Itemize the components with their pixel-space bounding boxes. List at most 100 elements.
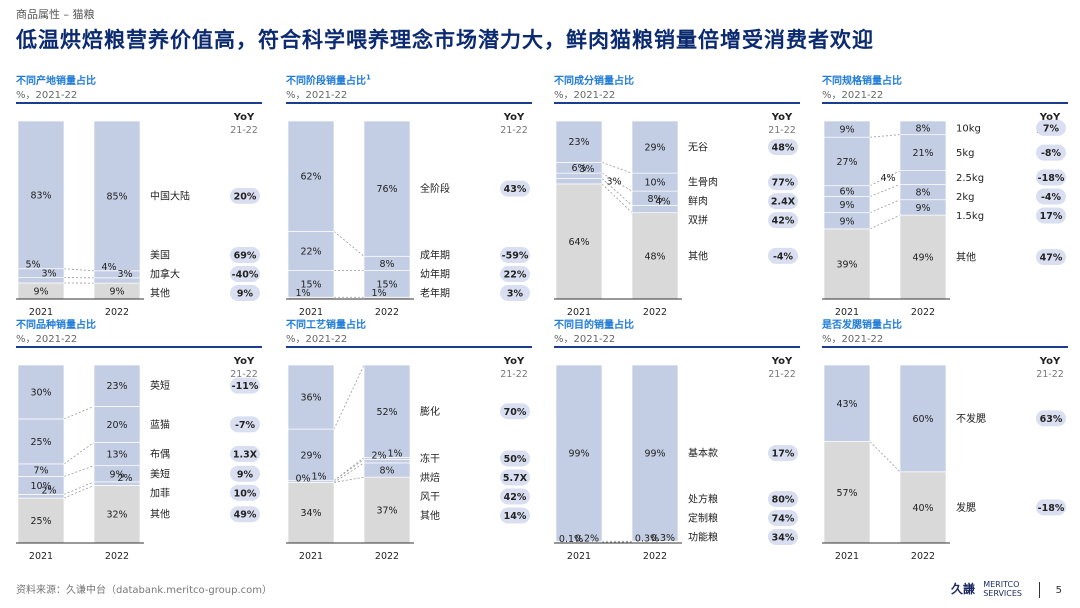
value-label: 6% (839, 187, 854, 198)
chart-rule (822, 346, 1068, 348)
year-label: 2022 (375, 307, 399, 318)
category-label: 加菲 (150, 487, 170, 499)
bar-segment (287, 120, 335, 232)
chart-rule (16, 346, 262, 348)
chart-title: 是否发腮销量占比 (822, 320, 902, 331)
category-label: 老年期 (420, 287, 450, 300)
chart-panel-1: 不同产地销量占比 %，2021-22 9% 3% 5% 83% 9% 3% 4% 85% 2021 2… (16, 72, 266, 318)
value-label: 85% (106, 191, 127, 202)
bar-segment (899, 170, 947, 185)
connector-line (869, 183, 901, 197)
category-label: 英短 (150, 379, 170, 392)
chart-subtitle: %，2021-22 (286, 90, 348, 101)
year-label: 2021 (567, 551, 591, 562)
category-label: 2.5kg (956, 173, 984, 184)
connector-line (333, 457, 365, 482)
bar-segment (899, 120, 947, 136)
bar-segment (287, 428, 335, 482)
yoy-header: YoY (1039, 112, 1061, 123)
category-label: 幼年期 (420, 268, 450, 281)
chart-panel-4: 不同规格销量占比 %，2021-22 39% 9% 9% 6% 27% 9% 49% 9% 8% 4%… (822, 72, 1072, 318)
connector-line (63, 485, 95, 499)
value-label: 3% (41, 269, 56, 280)
chart-panel-5: 不同品种销量占比 %，2021-22 25% 2% 10% 7% 25% 30% 32% 2% 9%… (16, 316, 266, 562)
year-label: 2021 (299, 551, 323, 562)
yoy-badge (230, 484, 260, 501)
yoy-badge (1036, 144, 1066, 161)
bar-segment (287, 364, 335, 430)
value-label: 57% (836, 488, 857, 499)
category-label: 其他 (688, 249, 708, 262)
yoy-badge (1036, 499, 1066, 516)
year-label: 2021 (29, 307, 53, 318)
value-label: 1% (371, 288, 386, 299)
chart-svg: 1%15%22%62%1%15%8%76%2021 2022YoY21-22全阶段… (286, 112, 530, 318)
value-label: 0% (295, 473, 310, 484)
year-label: 2021 (29, 551, 53, 562)
value-label: 29% (300, 450, 321, 461)
value-label: 9% (839, 216, 854, 227)
yoy-value: 69% (234, 251, 257, 262)
category-label: 不发腮 (956, 412, 986, 425)
year-label: 2022 (911, 551, 935, 562)
value-label: 25% (30, 516, 51, 527)
yoy-badge (500, 180, 530, 197)
bar-segment (17, 120, 65, 270)
chart-subtitle: %，2021-22 (286, 334, 348, 345)
category-label: 布偶 (150, 448, 170, 461)
year-label: 2021 (567, 307, 591, 318)
bar-segment (287, 482, 335, 544)
value-label: 10% (30, 481, 51, 492)
chart-title: 不同产地销量占比 (16, 76, 96, 87)
year-label: 2022 (911, 307, 935, 318)
connector-line (869, 199, 901, 214)
yoy-badge (500, 507, 530, 524)
chart-subtitle: %，2021-22 (822, 90, 884, 101)
yoy-value: -59% (502, 251, 529, 262)
chart-rule (554, 346, 800, 348)
yoy-value: -4% (773, 251, 794, 262)
category-label: 蓝猫 (150, 418, 170, 431)
value-label: 13% (106, 450, 127, 461)
bar-segment (823, 120, 871, 138)
connector-line (869, 214, 901, 230)
year-label: 2022 (105, 307, 129, 318)
yoy-badge (1036, 169, 1066, 186)
yoy-badge (230, 377, 260, 394)
value-label: 30% (30, 387, 51, 398)
chart-title-footnote: 1 (366, 73, 371, 82)
category-label: 处方粮 (688, 493, 718, 506)
chart-rule (16, 102, 262, 104)
bar-segment (363, 364, 411, 458)
yoy-value: 74% (772, 514, 795, 525)
yoy-badge (230, 266, 260, 282)
value-label: 15% (376, 279, 397, 290)
category-label: 鲜肉 (688, 195, 708, 208)
year-label: 2022 (105, 551, 129, 562)
yoy-badge (1036, 410, 1066, 427)
yoy-badge (768, 510, 798, 526)
bar-segment (899, 214, 947, 300)
value-label: 0.2% (575, 533, 599, 544)
yoy-badge (1036, 188, 1066, 205)
category-label: 其他 (420, 509, 440, 522)
value-label: 0.3% (635, 533, 659, 544)
chart-svg: 34%1%0%29%36%37%8%2% 1%52%2021 2022YoY21-2… (286, 356, 530, 562)
yoy-value: -18% (1038, 503, 1065, 514)
yoy-value: 47% (1040, 253, 1063, 264)
yoy-value: -7% (235, 420, 256, 431)
category-label: 5kg (956, 148, 975, 159)
category-label: 1.5kg (956, 211, 984, 222)
category-label: 美国 (150, 249, 170, 262)
yoy-value: 17% (772, 449, 795, 460)
bar-segment (555, 120, 603, 163)
chart-svg: 25%2%10%7%25%30%32%2%9%13%20%23%2021 2022… (16, 356, 260, 562)
value-label: 15% (300, 279, 321, 290)
connector-line (333, 364, 365, 430)
yoy-badge (500, 450, 530, 467)
yoy-value: 70% (504, 407, 527, 418)
category-label: 2kg (956, 192, 975, 203)
chart-subtitle: %，2021-22 (554, 90, 616, 101)
category-label: 无谷 (688, 142, 708, 154)
